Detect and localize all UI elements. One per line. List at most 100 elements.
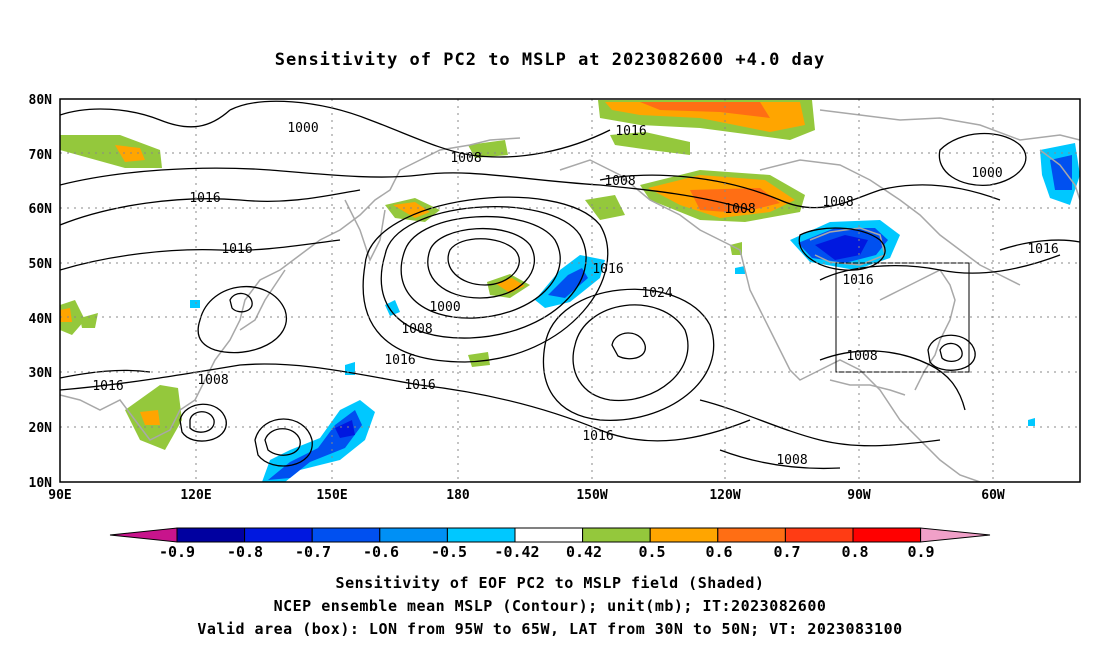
contour-1004-low <box>427 228 536 299</box>
colorbar-tick-label: -0.9 <box>159 543 195 561</box>
coastline-layer <box>60 109 1080 482</box>
coast-gulf <box>829 379 906 396</box>
shade-green-bering <box>468 140 508 158</box>
coast-asia <box>60 137 521 441</box>
contour-1008-south <box>719 449 841 470</box>
lon-label: 180 <box>446 488 470 503</box>
lon-label: 120E <box>180 488 211 503</box>
coast-hudson <box>809 227 886 266</box>
coast-japan <box>239 269 286 331</box>
lat-label: 30N <box>29 366 53 381</box>
colorbar-segment <box>514 527 584 543</box>
contour-1016-low <box>362 196 609 363</box>
contour-1016-south <box>699 399 941 447</box>
shade-cyan-atl <box>1028 418 1035 426</box>
contour-1008-low <box>400 215 561 319</box>
contour-low-tw <box>189 411 215 433</box>
shade-red-arctic <box>640 102 770 118</box>
shade-cyan-left <box>190 300 200 308</box>
contour-low-phil <box>264 428 301 456</box>
contour-low-tw2 <box>179 403 227 442</box>
contour-hudson-low <box>798 227 886 271</box>
shading-layer <box>60 100 1080 482</box>
shade-dblue-wpac <box>335 420 355 438</box>
shade-orange-scs <box>140 410 160 425</box>
contour-label: 1016 <box>615 124 646 139</box>
map-title: Sensitivity of PC2 to MSLP at 2023082600… <box>274 50 826 70</box>
lon-label: 90E <box>48 488 71 503</box>
contour-label: 1008 <box>604 174 635 189</box>
colorbar-tick-label: 0.9 <box>907 543 934 561</box>
coast-greenland <box>1039 149 1080 201</box>
contour-label: 1016 <box>92 379 123 394</box>
contour-1028-high <box>611 332 646 360</box>
colorbar-labels: -0.9 -0.8 -0.7 -0.6 -0.5 -0.42 0.42 0.5 … <box>159 543 935 561</box>
colorbar-segment <box>311 527 381 543</box>
contour-1008-arctic <box>60 167 751 211</box>
coast-us-east <box>879 269 956 391</box>
valid-area-box <box>835 262 970 373</box>
contour-label: 1008 <box>846 349 877 364</box>
contour-small-e <box>939 342 963 363</box>
colorbar-tick-label: -0.5 <box>431 543 467 561</box>
lat-label: 80N <box>29 93 53 108</box>
lon-label: 90W <box>847 488 871 503</box>
colorbar-tick-label: 0.5 <box>638 543 665 561</box>
contour-label: 1008 <box>401 322 432 337</box>
lat-label: 70N <box>29 148 53 163</box>
contour-1000-arctic <box>229 100 611 158</box>
contour-label: 1000 <box>287 121 318 136</box>
shade-dblue-hudson <box>815 235 868 260</box>
shade-green-siberia <box>610 132 690 155</box>
shade-orange-leftmid <box>60 308 72 322</box>
contour-1016-asia-s <box>60 369 151 379</box>
lat-label: 50N <box>29 257 53 272</box>
coast-kamchatka <box>344 199 386 262</box>
contour-labels: 1000 1008 1016 1016 1008 1016 1000 1008 … <box>92 121 1058 468</box>
caption-valid-area: Valid area (box): LON from 95W to 65W, L… <box>197 620 903 638</box>
contour-label: 1008 <box>822 195 853 210</box>
contour-labels-extra: 1000 <box>971 166 1002 181</box>
contour-low-phil2 <box>254 418 313 467</box>
shade-cyan-wpac <box>262 400 375 482</box>
contour-1016-mid-right <box>999 239 1080 251</box>
lon-label: 150W <box>576 488 607 503</box>
lon-label: 120W <box>709 488 740 503</box>
colorbar-segment <box>379 527 448 543</box>
contour-1016-west <box>60 363 751 442</box>
contour-small-e2 <box>927 334 976 371</box>
contour-label: 1000 <box>429 300 460 315</box>
lat-axis: 80N 70N 60N 50N 40N 30N 20N 10N <box>29 93 53 491</box>
contour-1024-high <box>542 288 715 421</box>
shade-green-asia <box>60 135 162 168</box>
lat-label: 10N <box>29 476 53 491</box>
contour-label: 1000 <box>971 166 1002 181</box>
plot-frame <box>59 98 1081 483</box>
caption-shading: Sensitivity of EOF PC2 to MSLP field (Sh… <box>335 574 765 592</box>
shade-green-pacsmall <box>468 352 490 367</box>
colorbar-low-triangle <box>109 527 178 543</box>
contour-mid-left <box>197 286 288 354</box>
colorbar-tick-label: 0.6 <box>705 543 732 561</box>
colorbar-tick-label: -0.42 <box>494 543 539 561</box>
colorbar-segment <box>852 527 922 543</box>
colorbar-tick-label: -0.7 <box>295 543 331 561</box>
shade-cyan-east <box>735 266 745 274</box>
shade-blue-right <box>1050 155 1072 190</box>
colorbar-segment <box>244 527 313 543</box>
lat-label: 60N <box>29 202 53 217</box>
lon-label: 60W <box>981 488 1005 503</box>
contour-1020-high <box>572 304 689 402</box>
colorbar-segment <box>649 527 719 543</box>
colorbar-tick-label: -0.6 <box>363 543 399 561</box>
colorbar-segment <box>784 527 854 543</box>
colorbar-tick-label: 0.8 <box>841 543 868 561</box>
shade-red-canada <box>690 188 780 213</box>
contour-label: 1016 <box>842 273 873 288</box>
contour-label: 1016 <box>582 429 613 444</box>
contour-layer <box>60 100 1080 470</box>
contour-1016-mid <box>60 239 341 271</box>
coast-alaska <box>559 159 981 482</box>
coast-arctic <box>819 109 1080 141</box>
contour-label: 1016 <box>592 262 623 277</box>
